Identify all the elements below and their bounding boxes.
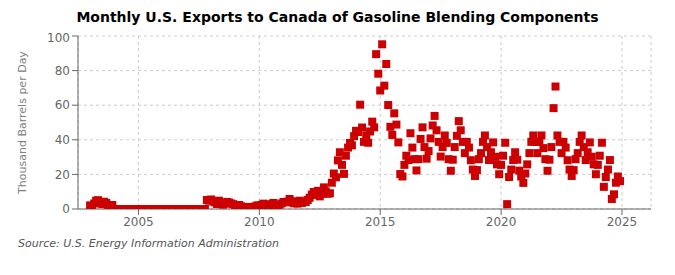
svg-text:2015: 2015 (365, 215, 396, 229)
svg-text:100: 100 (47, 31, 70, 45)
svg-text:2025: 2025 (607, 215, 638, 229)
html-text:Monthly U.S. Exports to Canada: Monthly U.S. Exports to Canada of Gasoli… (76, 9, 599, 25)
svg-text:80: 80 (55, 64, 70, 78)
svg-text:2005: 2005 (123, 215, 154, 229)
svg-text:2020: 2020 (486, 215, 517, 229)
svg-text:0: 0 (62, 202, 70, 216)
svg-text:2010: 2010 (244, 215, 275, 229)
svg-text:20: 20 (55, 168, 70, 182)
svg-text:40: 40 (55, 133, 70, 147)
svg-text:Thousand Barrels per Day: Thousand Barrels per Day (16, 51, 29, 195)
html-text:Source: U.S. Energy Informatio: Source: U.S. Energy Information Administ… (18, 237, 279, 250)
svg-text:60: 60 (55, 98, 70, 112)
